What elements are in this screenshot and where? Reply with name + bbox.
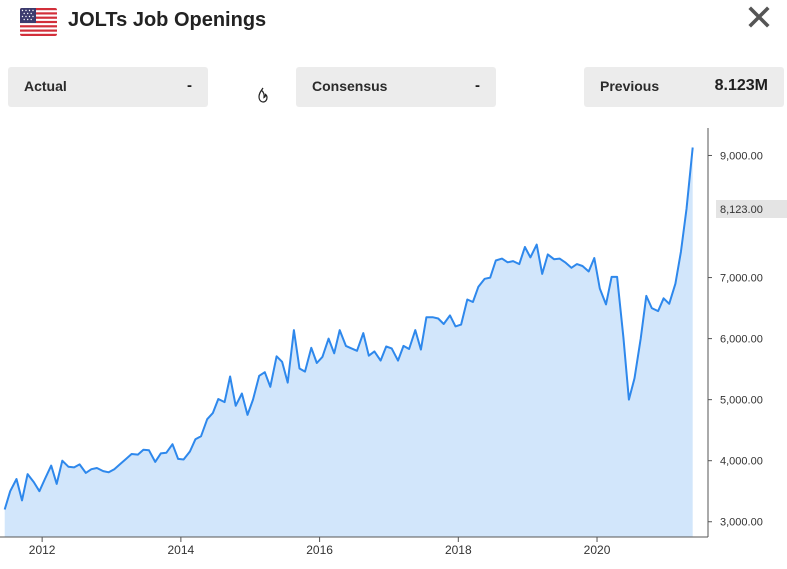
flame-icon	[256, 86, 270, 104]
previous-box: Previous 8.123M	[584, 67, 784, 107]
close-icon[interactable]	[744, 4, 774, 32]
series-area	[4, 147, 693, 537]
us-flag-icon	[20, 8, 57, 36]
header: JOLTs Job Openings	[0, 0, 787, 48]
page-title: JOLTs Job Openings	[68, 9, 267, 31]
marker-layer: 8,123.00	[716, 200, 787, 219]
x-tick-label: 2020	[584, 543, 611, 557]
actual-label: Actual	[24, 78, 67, 94]
area-layer	[3, 147, 694, 537]
x-axis: 2012 2014 2016 2018 2020	[0, 536, 708, 557]
y-tick-label: 3,000.00	[720, 517, 763, 529]
consensus-label: Consensus	[312, 78, 388, 94]
last-value-label: 8,123.00	[720, 204, 763, 216]
series-line	[3, 147, 694, 510]
actual-box: Actual -	[8, 67, 208, 107]
x-tick-label: 2012	[29, 543, 56, 557]
job-openings-chart: 2012 2014 2016 2018 2020 3,000.00 4,000.00 5,0…	[0, 128, 787, 557]
actual-value: -	[187, 77, 192, 94]
y-tick-label: 4,000.00	[720, 456, 763, 468]
previous-value: 8.123M	[714, 77, 768, 94]
y-tick-label: 6,000.00	[720, 334, 763, 346]
x-tick-label: 2016	[306, 543, 333, 557]
consensus-value: -	[475, 77, 480, 94]
y-tick-label: 9,000.00	[720, 150, 763, 162]
y-tick-label: 5,000.00	[720, 395, 763, 407]
y-tick-label: 7,000.00	[720, 273, 763, 285]
last-value-marker	[716, 200, 787, 219]
previous-label: Previous	[600, 78, 660, 94]
y-axis: 3,000.00 4,000.00 5,000.00 6,000.00 7,000.00…	[707, 128, 763, 537]
consensus-box: Consensus -	[296, 67, 496, 107]
x-tick-label: 2018	[445, 543, 472, 557]
x-tick-label: 2014	[168, 543, 195, 557]
